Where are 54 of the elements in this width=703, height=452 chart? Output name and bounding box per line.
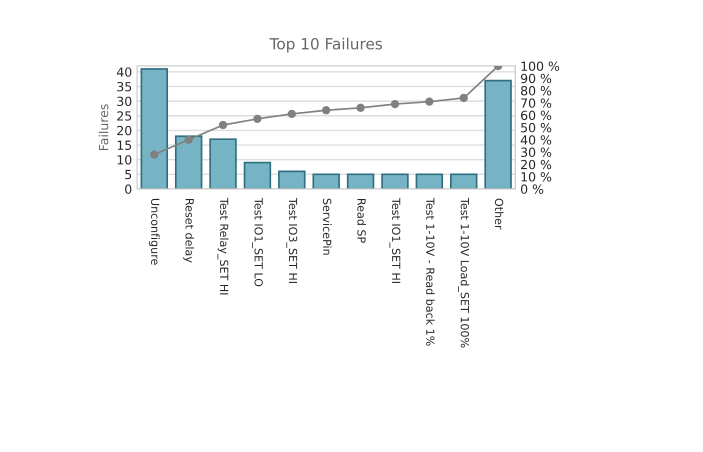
y2-tick-label: 50 %: [521, 122, 552, 132]
y2-tick-label: 40 %: [520, 135, 552, 145]
bar: [346, 173, 374, 189]
bar: [381, 173, 409, 189]
x-tick-label: Read SP: [357, 199, 366, 243]
x-tick-label: Other: [494, 198, 504, 230]
x-tick-label: Test 1-10V Load_SET 100%: [458, 198, 470, 348]
point: [288, 110, 296, 118]
bar: [484, 80, 512, 189]
y2-tick-label: 0 %: [520, 184, 544, 194]
y-tick-label: 10: [118, 155, 132, 165]
y-tick-label: 25: [117, 111, 132, 121]
y2-tick-label: 80 %: [521, 86, 552, 96]
y-tick-label: 20: [117, 126, 132, 136]
y2-tick-label: 10 %: [522, 172, 552, 182]
point: [356, 104, 365, 112]
x-tick-label: Test 1-10V - Read back 1%: [426, 198, 435, 346]
bar: [174, 135, 202, 189]
x-tick-label: Test IO3_SET HI: [286, 198, 298, 283]
point: [322, 106, 330, 114]
y2-tick-label: 20 %: [521, 160, 552, 170]
point: [425, 97, 434, 106]
y-tick-label: 0: [125, 184, 132, 194]
point: [460, 94, 468, 102]
bar: [450, 173, 478, 189]
y-tick-label: 15: [118, 140, 132, 150]
chart-title: Top 10 Failures: [270, 38, 382, 53]
bar: [278, 170, 306, 189]
x-tick-label: Test Relay_SET HI: [218, 198, 229, 294]
y-tick-label: 40: [116, 67, 132, 77]
x-tick-label: ServicePin: [322, 198, 332, 255]
y2-tick-label: 90 %: [520, 74, 552, 84]
y-tick-label: 35: [117, 82, 132, 92]
y2-tick-label: 60 %: [521, 110, 552, 120]
y-axis-title: Failures: [98, 104, 108, 150]
bar: [312, 173, 340, 189]
bar: [209, 138, 237, 189]
bar: [244, 162, 272, 189]
y2-tick-label: 30 %: [521, 148, 552, 157]
point: [218, 120, 228, 130]
y-tick-label: 30: [117, 96, 132, 106]
point: [253, 114, 262, 124]
x-tick-label: Test IO1_SET LO: [252, 198, 263, 286]
point: [184, 136, 193, 144]
y-tick-label: 5: [125, 170, 132, 180]
y2-tick-label: 70 %: [521, 98, 552, 108]
x-tick-label: Unconfigure: [148, 198, 160, 265]
point: [390, 100, 400, 108]
x-tick-label: Reset delay: [183, 199, 194, 263]
bar: [416, 173, 444, 189]
y2-tick-label: 100 %: [522, 61, 560, 71]
bar: [140, 68, 168, 189]
point: [150, 150, 158, 159]
x-tick-label: Test IO1_SET HI: [390, 198, 400, 283]
